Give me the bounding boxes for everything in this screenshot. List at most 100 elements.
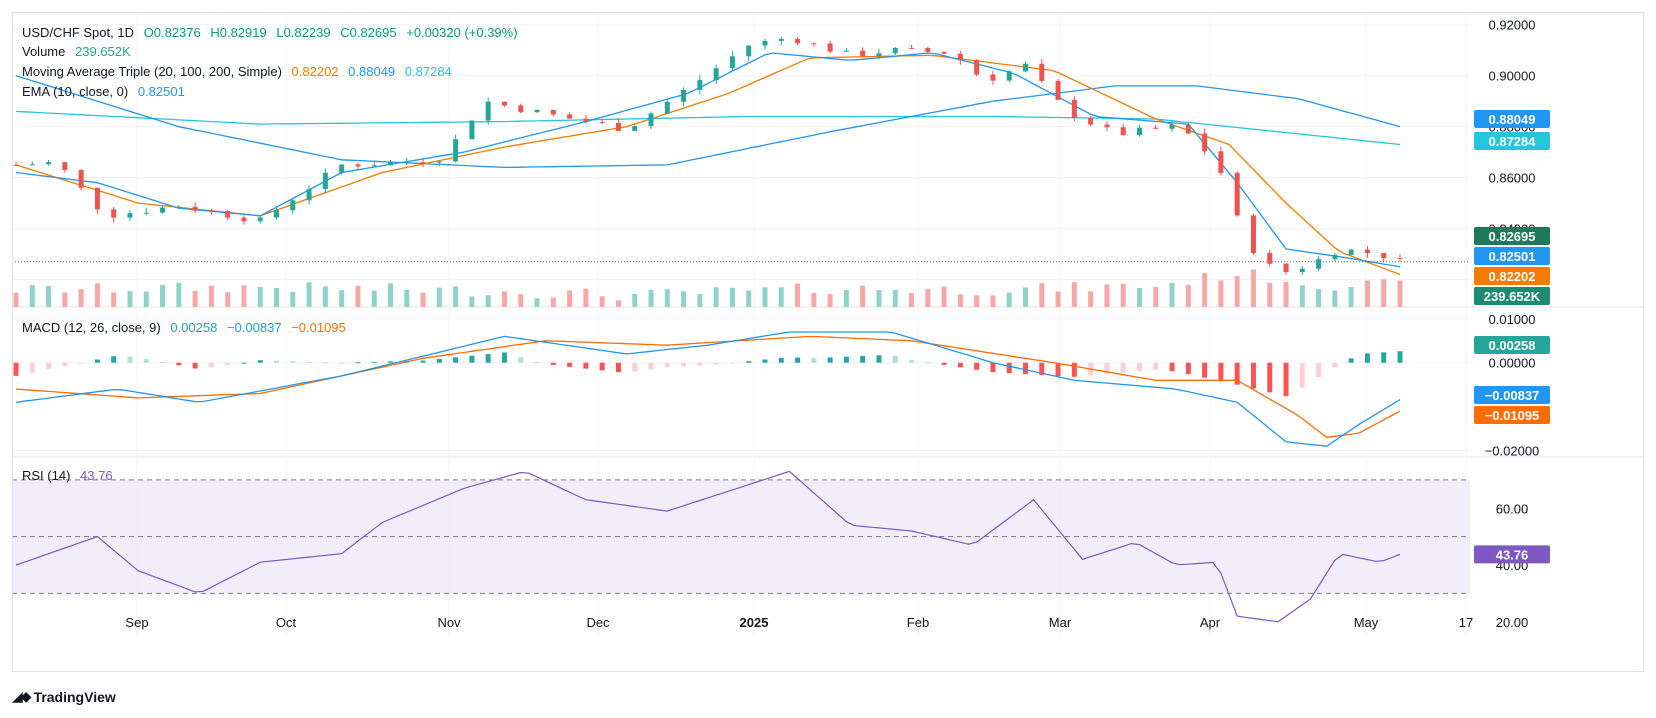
candle-body (1250, 215, 1256, 254)
candle-body (1234, 172, 1240, 216)
candle-body (127, 213, 133, 218)
ma20-value: 0.82202 (291, 64, 339, 79)
macd-histogram-bar (681, 362, 687, 367)
volume-bar (827, 294, 833, 307)
price-tick-label: 0.92000 (1489, 18, 1536, 33)
macd-histogram-bar (1120, 362, 1126, 373)
macd-histogram-bar (436, 358, 442, 363)
rsi-value: 43.76 (80, 468, 113, 483)
ma100-value: 0.88049 (348, 64, 396, 79)
candle-body (811, 43, 817, 45)
ema-value: 0.82501 (137, 84, 185, 99)
macd-histogram-bar (599, 362, 605, 371)
macd-histogram-bar (387, 361, 393, 363)
volume-label: Volume (22, 44, 66, 59)
volume-bar (208, 285, 214, 307)
volume-bars (13, 269, 1403, 307)
candle-body (1071, 99, 1077, 118)
candle-body (111, 209, 117, 218)
macd-histogram-bar (583, 362, 589, 369)
candle-body (306, 189, 312, 201)
volume-bar (518, 294, 524, 307)
volume-bar (29, 285, 35, 307)
ma100-line (15, 75, 1401, 169)
volume-bar (697, 293, 703, 307)
volume-bar (550, 297, 556, 307)
ma20-line (15, 54, 1401, 276)
volume-bar (762, 287, 768, 307)
macd-histogram-bar (1316, 362, 1322, 377)
ma-label: Moving Average Triple (20, 100, 200, Sim… (22, 64, 282, 79)
moving-average-lines (12, 52, 1470, 276)
macd-histogram-bar (925, 362, 931, 364)
macd-histogram-bar (1006, 362, 1012, 374)
candle-body (160, 207, 166, 213)
volume-bar (1055, 291, 1061, 307)
macd-histogram-bar (957, 362, 963, 368)
macd-histogram-bar (339, 362, 345, 364)
volume-bar (1381, 279, 1387, 307)
macd-legend: MACD (12, 26, close, 9) 0.00258 −0.00837… (22, 320, 352, 336)
macd-histogram-bar (1234, 362, 1240, 385)
macd-histogram-bar (632, 362, 638, 372)
volume-bar (1120, 283, 1126, 307)
tradingview-logo[interactable]: ◢◆ TradingView (12, 688, 116, 705)
macd-histogram-bar (225, 362, 231, 366)
macd-histogram-bar (192, 362, 198, 369)
volume-bar (632, 293, 638, 307)
volume-bar (1202, 272, 1208, 307)
macd-histogram-bar (811, 358, 817, 363)
macd-hist-badge (1474, 336, 1550, 354)
volume-bar (1153, 286, 1159, 307)
macd-histogram-bar (1055, 362, 1061, 377)
macd-signal-value: −0.01095 (291, 320, 346, 335)
candle-body (241, 217, 247, 222)
candle-body (1299, 268, 1305, 273)
candle-body (1218, 151, 1224, 173)
volume-bar (746, 290, 752, 307)
candle-body (909, 47, 915, 49)
rsi-badge-label: 43.76 (1496, 547, 1529, 562)
candle-body (599, 121, 605, 123)
macd-histogram-bar (664, 362, 670, 368)
candle-body (501, 101, 507, 106)
volume-bar (681, 291, 687, 307)
volume-bar (1364, 280, 1370, 307)
volume-bar (1071, 282, 1077, 307)
rsi-legend: RSI (14) 43.76 (22, 468, 119, 484)
price-badge-label: 0.88049 (1489, 112, 1536, 127)
macd-histogram-bar (1071, 362, 1077, 377)
x-tick-label: 2025 (740, 615, 769, 630)
x-tick-label: Oct (276, 615, 297, 630)
price-badge (1474, 247, 1550, 265)
volume-bar (1039, 283, 1045, 307)
candle-body (387, 162, 393, 166)
volume-bar (469, 296, 475, 307)
macd-histogram-bar (648, 362, 654, 370)
rsi-tick-label: 60.00 (1496, 501, 1529, 516)
x-tick-label: Mar (1049, 615, 1072, 630)
price-badge (1474, 132, 1550, 150)
macd-histogram-bar (876, 355, 882, 363)
volume-bar (1348, 287, 1354, 307)
rsi-pane (12, 470, 1470, 623)
candle-body (1364, 249, 1370, 254)
macd-histogram-bar (143, 358, 149, 363)
candle-body (583, 118, 589, 122)
candle-body (404, 162, 410, 164)
macd-hist-badge-label: 0.00258 (1489, 338, 1536, 353)
volume-bar (1136, 287, 1142, 307)
volume-bar (274, 288, 280, 307)
macd-histogram-bar (13, 362, 19, 376)
x-tick-label: Apr (1200, 615, 1221, 630)
candle-body (453, 139, 459, 162)
volume-bar (811, 292, 817, 307)
macd-histogram-bar (1332, 362, 1338, 368)
macd-tick-label: 0.00000 (1489, 356, 1536, 371)
macd-histogram-bar (827, 357, 833, 363)
volume-bar (339, 290, 345, 307)
candle-body (1381, 253, 1387, 259)
volume-bar (876, 290, 882, 307)
candle-body (1316, 259, 1322, 269)
macd-histogram-bar (127, 356, 133, 363)
